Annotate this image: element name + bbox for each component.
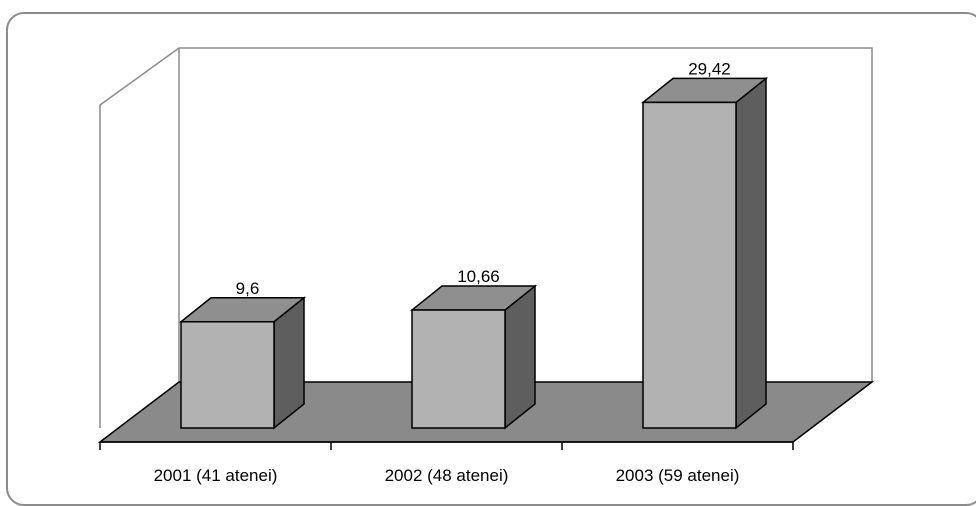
x-tick-label: 2003 (59 atenei) — [616, 466, 740, 485]
data-label: 10,66 — [457, 267, 500, 286]
bar-side-face — [736, 78, 766, 428]
bar — [412, 310, 505, 428]
data-label: 9,6 — [236, 279, 260, 298]
x-tick-label: 2002 (48 atenei) — [385, 466, 509, 485]
x-tick-label: 2001 (41 atenei) — [154, 466, 278, 485]
bar — [181, 322, 274, 428]
bar — [643, 102, 736, 428]
category-axis: 2001 (41 atenei) 2002 (48 atenei) 2003 (59… — [100, 442, 793, 485]
bar-series — [181, 78, 766, 428]
data-label: 29,42 — [688, 59, 731, 78]
